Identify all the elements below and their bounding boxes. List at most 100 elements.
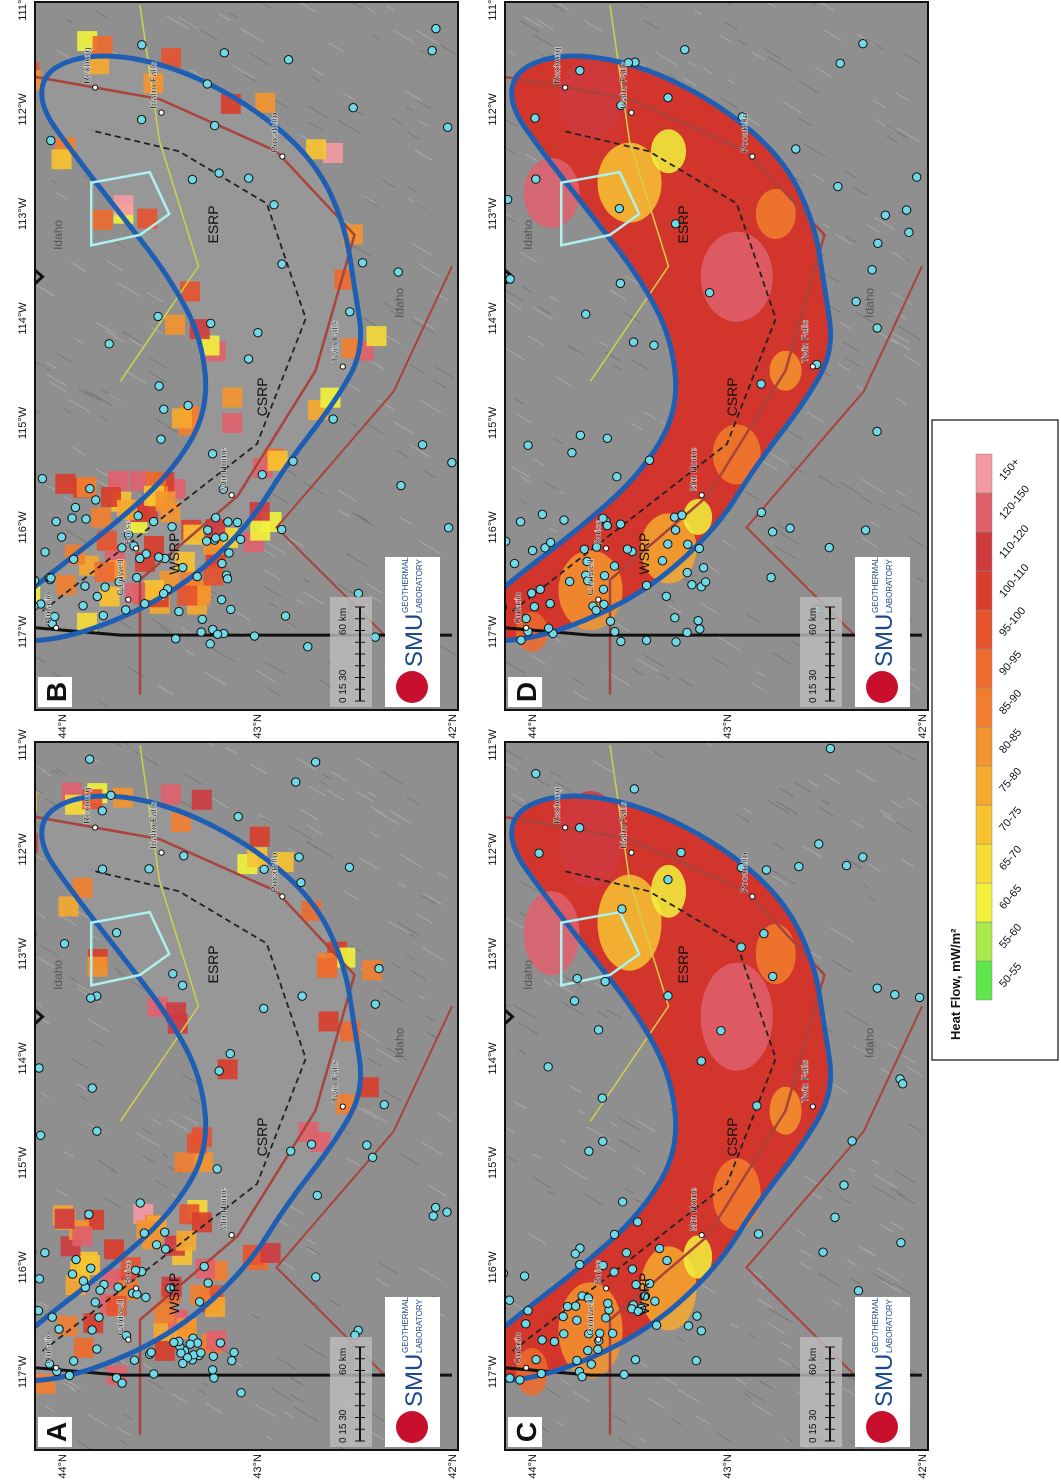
well [546,599,554,607]
well [616,279,624,287]
well [150,1370,158,1378]
state-label: Idaho [51,960,65,990]
lat-label: 42°N [917,714,929,739]
city-label: Caldwell [585,1299,595,1336]
scale-label: 60 km [808,608,819,635]
well [149,517,157,525]
well [684,540,692,548]
region-label: WSRP [636,1273,652,1315]
well [137,115,145,123]
well [520,1272,528,1280]
well [535,849,543,857]
well [737,943,745,951]
well [161,1245,169,1253]
heat-cell [192,790,212,810]
city-label: Ontario [513,591,523,624]
well [578,1373,586,1381]
well [206,319,214,327]
well [93,592,101,600]
well [213,1165,221,1173]
well [622,1249,630,1257]
city [126,1337,131,1342]
city [699,1233,704,1238]
region-label: WSRP [166,533,182,575]
well [505,1296,513,1304]
well [677,848,685,856]
well [287,1147,295,1155]
well [524,441,532,449]
lon-label: 112°W [17,93,29,126]
well [216,1339,224,1347]
well [629,338,637,346]
well [530,602,538,610]
logo-text: SMU [401,614,428,667]
well [157,435,165,443]
lat-label: 42°N [447,714,459,739]
well [418,441,426,449]
well [237,1389,245,1397]
legend-swatch [976,961,992,1000]
logo-text: GEOTHERMAL [871,556,880,613]
well [753,1102,761,1110]
well [86,484,94,492]
well [371,633,379,641]
lon-label: 111°W [487,0,499,21]
well [160,1228,168,1236]
lon-label: 115°W [487,406,499,439]
legend-swatch [976,532,992,571]
well [209,1352,217,1360]
well [397,481,405,489]
well [215,1067,223,1075]
well [531,114,539,122]
well [532,1355,540,1363]
well [208,450,216,458]
well [868,266,876,274]
well [295,853,303,861]
city [524,625,529,630]
panel-letter: A [41,1422,72,1442]
well [836,59,844,67]
lat-label: 43°N [722,1454,734,1479]
well [47,574,55,582]
lat-label: 44°N [527,1454,539,1479]
well [203,80,211,88]
well [363,1141,371,1149]
heat-cell [367,326,387,346]
well [859,853,867,861]
lon-label: 115°W [17,1146,29,1179]
well [345,863,353,871]
lon-label: 116°W [17,511,29,544]
well [693,1312,701,1320]
well [160,405,168,413]
well [786,524,794,532]
well [891,990,899,998]
well [55,1325,63,1333]
well [652,1321,660,1329]
well [576,1260,584,1268]
well [79,1277,87,1285]
well [599,1137,607,1145]
well [601,977,609,985]
well [88,1084,96,1092]
well [664,93,672,101]
well [881,211,889,219]
city-label: Rexburg [552,787,562,824]
lon-label: 112°W [17,833,29,866]
well [517,636,525,644]
well [81,582,89,590]
well [684,1322,692,1330]
well [95,1313,103,1321]
city [126,597,131,602]
well [861,526,869,534]
state-label: Idaho [862,1027,876,1057]
heat-cell [156,491,176,511]
well [197,1349,205,1357]
well [768,528,776,536]
well [140,600,148,608]
well [69,555,77,563]
logo-text: GEOTHERMAL [401,556,410,613]
well [717,1027,725,1035]
region-label: ESRP [205,205,221,243]
well [175,607,183,615]
